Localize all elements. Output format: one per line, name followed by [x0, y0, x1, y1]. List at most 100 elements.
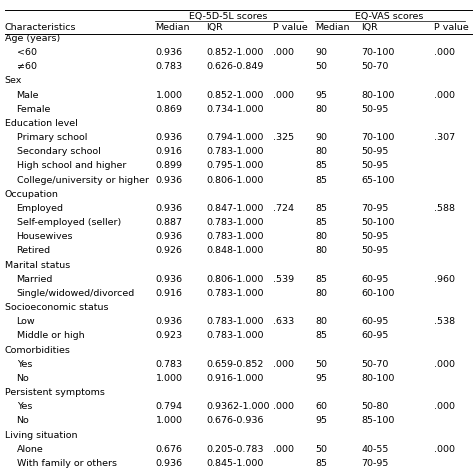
Text: 1.000: 1.000 — [155, 374, 182, 383]
Text: 60: 60 — [315, 402, 327, 411]
Text: Education level: Education level — [5, 119, 77, 128]
Text: 0.676-0.936: 0.676-0.936 — [206, 416, 264, 425]
Text: 60-100: 60-100 — [361, 289, 394, 298]
Text: .538: .538 — [434, 318, 456, 326]
Text: 0.916: 0.916 — [155, 289, 182, 298]
Text: 40-55: 40-55 — [361, 445, 389, 454]
Text: 0.936: 0.936 — [155, 232, 182, 241]
Text: 0.795-1.000: 0.795-1.000 — [206, 161, 264, 170]
Text: 70-95: 70-95 — [361, 459, 389, 468]
Text: .960: .960 — [434, 275, 455, 284]
Text: .000: .000 — [434, 48, 455, 57]
Text: 95: 95 — [315, 416, 327, 425]
Text: 50-95: 50-95 — [361, 105, 389, 114]
Text: 0.806-1.000: 0.806-1.000 — [206, 175, 264, 185]
Text: .000: .000 — [273, 48, 293, 57]
Text: Retired: Retired — [17, 246, 51, 256]
Text: Low: Low — [17, 318, 35, 326]
Text: 0.936: 0.936 — [155, 275, 182, 284]
Text: .000: .000 — [273, 91, 293, 99]
Text: Female: Female — [17, 105, 51, 114]
Text: Secondary school: Secondary school — [17, 147, 100, 156]
Text: EQ-VAS scores: EQ-VAS scores — [355, 12, 423, 21]
Text: 0.936: 0.936 — [155, 459, 182, 468]
Text: .588: .588 — [434, 204, 455, 213]
Text: 0.923: 0.923 — [155, 332, 182, 340]
Text: 1.000: 1.000 — [155, 416, 182, 425]
Text: P value: P value — [434, 23, 469, 32]
Text: 90: 90 — [315, 48, 327, 57]
Text: 80-100: 80-100 — [361, 374, 394, 383]
Text: .307: .307 — [434, 133, 456, 142]
Text: 0.734-1.000: 0.734-1.000 — [206, 105, 264, 114]
Text: .000: .000 — [434, 445, 455, 454]
Text: 60-95: 60-95 — [361, 332, 389, 340]
Text: 85: 85 — [315, 204, 327, 213]
Text: 50-95: 50-95 — [361, 147, 389, 156]
Text: 85: 85 — [315, 459, 327, 468]
Text: 80-100: 80-100 — [361, 91, 394, 99]
Text: 80: 80 — [315, 289, 327, 298]
Text: 0.852-1.000: 0.852-1.000 — [206, 91, 264, 99]
Text: 0.806-1.000: 0.806-1.000 — [206, 275, 264, 284]
Text: 50-95: 50-95 — [361, 246, 389, 256]
Text: 95: 95 — [315, 91, 327, 99]
Text: 80: 80 — [315, 147, 327, 156]
Text: Self-employed (seller): Self-employed (seller) — [17, 218, 121, 227]
Text: 85: 85 — [315, 218, 327, 227]
Text: 0.205-0.783: 0.205-0.783 — [206, 445, 264, 454]
Text: P value: P value — [273, 23, 307, 32]
Text: 0.845-1.000: 0.845-1.000 — [206, 459, 264, 468]
Text: Married: Married — [17, 275, 53, 284]
Text: Comorbidities: Comorbidities — [5, 346, 71, 355]
Text: 80: 80 — [315, 318, 327, 326]
Text: 85: 85 — [315, 275, 327, 284]
Text: 85: 85 — [315, 332, 327, 340]
Text: 50: 50 — [315, 360, 327, 369]
Text: .633: .633 — [273, 318, 294, 326]
Text: Characteristics: Characteristics — [5, 23, 76, 32]
Text: IQR: IQR — [206, 23, 223, 32]
Text: 0.936: 0.936 — [155, 318, 182, 326]
Text: 50-95: 50-95 — [361, 161, 389, 170]
Text: ≠60: ≠60 — [17, 62, 36, 71]
Text: 0.794: 0.794 — [155, 402, 182, 411]
Text: Alone: Alone — [17, 445, 43, 454]
Text: 70-100: 70-100 — [361, 48, 394, 57]
Text: 0.869: 0.869 — [155, 105, 182, 114]
Text: <60: <60 — [17, 48, 36, 57]
Text: 60-95: 60-95 — [361, 275, 389, 284]
Text: Sex: Sex — [5, 76, 22, 85]
Text: .000: .000 — [434, 360, 455, 369]
Text: .000: .000 — [434, 91, 455, 99]
Text: 0.783-1.000: 0.783-1.000 — [206, 289, 264, 298]
Text: 50-70: 50-70 — [361, 62, 389, 71]
Text: 0.916-1.000: 0.916-1.000 — [206, 374, 264, 383]
Text: 0.676: 0.676 — [155, 445, 182, 454]
Text: 0.659-0.852: 0.659-0.852 — [206, 360, 264, 369]
Text: With family or others: With family or others — [17, 459, 117, 468]
Text: 0.926: 0.926 — [155, 246, 182, 256]
Text: Yes: Yes — [17, 402, 32, 411]
Text: 0.9362-1.000: 0.9362-1.000 — [206, 402, 270, 411]
Text: 80: 80 — [315, 246, 327, 256]
Text: 1.000: 1.000 — [155, 91, 182, 99]
Text: 0.783-1.000: 0.783-1.000 — [206, 318, 264, 326]
Text: 0.783-1.000: 0.783-1.000 — [206, 332, 264, 340]
Text: .724: .724 — [273, 204, 293, 213]
Text: 0.848-1.000: 0.848-1.000 — [206, 246, 264, 256]
Text: IQR: IQR — [361, 23, 378, 32]
Text: 50-100: 50-100 — [361, 218, 394, 227]
Text: 85-100: 85-100 — [361, 416, 394, 425]
Text: 50-95: 50-95 — [361, 232, 389, 241]
Text: 0.783-1.000: 0.783-1.000 — [206, 232, 264, 241]
Text: 60-95: 60-95 — [361, 318, 389, 326]
Text: .000: .000 — [273, 360, 293, 369]
Text: .539: .539 — [273, 275, 294, 284]
Text: 0.887: 0.887 — [155, 218, 182, 227]
Text: 85: 85 — [315, 161, 327, 170]
Text: 70-95: 70-95 — [361, 204, 389, 213]
Text: 95: 95 — [315, 374, 327, 383]
Text: Primary school: Primary school — [17, 133, 87, 142]
Text: 80: 80 — [315, 232, 327, 241]
